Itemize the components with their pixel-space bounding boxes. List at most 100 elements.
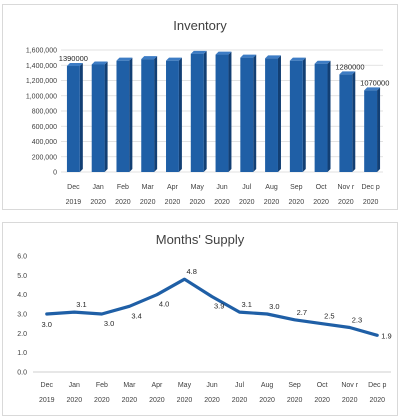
bar (265, 58, 278, 173)
x-tick-year-label: 2020 (177, 397, 193, 404)
bar-top (314, 60, 331, 64)
line-data-label: 4.8 (186, 267, 196, 276)
x-tick-year-label: 2020 (313, 199, 329, 206)
y-tick-label: 1,600,000 (26, 48, 57, 55)
data-point (128, 305, 131, 308)
data-point (320, 322, 324, 325)
bar-data-label: 1280000 (335, 62, 364, 71)
x-tick-year-label: 2020 (232, 397, 248, 404)
bar-side (178, 57, 182, 172)
x-tick-year-label: 2020 (90, 199, 106, 206)
bar-side (352, 71, 356, 172)
line-data-label: 3.1 (242, 300, 252, 309)
x-tick-year-label: 2020 (122, 397, 138, 404)
x-tick-label: Jul (235, 382, 244, 389)
bar (141, 59, 155, 172)
inventory-bar-chart: 0 200,000 400,000 600,000 800,000 1,000,000 1,… (26, 48, 390, 207)
line-data-label: 3.4 (131, 311, 141, 320)
y-tick-label: 1,400,000 (26, 63, 57, 70)
x-tick-year-label: 2020 (289, 199, 305, 206)
x-tick-label: Oct (316, 184, 327, 191)
y-tick-label: 1,200,000 (26, 78, 57, 85)
x-tick-label: Jan (93, 184, 104, 191)
data-point (238, 310, 241, 314)
x-tick-label: Jun (206, 382, 217, 389)
bar (339, 74, 353, 172)
bar (190, 53, 204, 172)
x-tick-label: Jan (69, 382, 80, 389)
data-point (265, 312, 269, 316)
bar-side (302, 57, 306, 172)
x-tick-year-label: 2020 (314, 397, 330, 404)
bar (240, 57, 254, 172)
x-tick-year-label: 2019 (66, 199, 82, 206)
months-supply-chart-title: Months' Supply (155, 232, 245, 247)
line-data-label: 3.0 (269, 302, 279, 311)
bar-side (327, 60, 331, 172)
x-tick-label: Mar (142, 184, 155, 191)
x-tick-year-label: 2020 (338, 199, 354, 206)
line-data-label: 3.0 (104, 319, 114, 328)
x-tick-label: Nov r (341, 382, 358, 389)
x-tick-year-label: 2020 (214, 199, 230, 206)
bar-top (116, 57, 133, 61)
x-tick-year-label: 2020 (287, 397, 303, 404)
x-tick-label: May (191, 184, 205, 191)
bar (91, 64, 105, 172)
data-point (45, 312, 48, 316)
line-data-label: 3.9 (214, 302, 224, 311)
line-data-label: 2.7 (297, 308, 307, 317)
x-tick-label: Dec p (361, 184, 379, 191)
bar-top (364, 87, 381, 91)
y-tick-label: 0.0 (17, 370, 27, 377)
x-tick-year-label: 2020 (264, 199, 280, 206)
x-tick-year-label: 2019 (39, 397, 55, 404)
bar-side (203, 50, 207, 172)
x-tick-year-label: 2020 (149, 397, 165, 404)
x-tick-label: May (178, 382, 192, 389)
x-tick-year-label: 2020 (369, 397, 385, 404)
x-tick-year-label: 2020 (115, 199, 131, 206)
data-point (293, 318, 296, 321)
y-tick-label: 800,000 (32, 109, 57, 116)
bar-top (141, 56, 158, 60)
bar (166, 60, 179, 172)
bar-top (289, 57, 306, 61)
x-tick-label: Feb (96, 382, 108, 389)
y-tick-label: 2.0 (17, 331, 27, 338)
y-tick-label: 3.0 (17, 312, 27, 319)
x-tick-year-label: 2020 (259, 397, 275, 404)
y-tick-label: 0 (53, 170, 57, 177)
bar-top (265, 55, 281, 59)
x-tick-label: Dec (41, 382, 54, 389)
bar-top (190, 50, 207, 54)
x-tick-year-label: 2020 (140, 199, 156, 206)
x-tick-year-label: 2020 (67, 397, 83, 404)
bar-data-label: 1390000 (59, 54, 88, 63)
data-point (376, 334, 379, 337)
inventory-chart-panel: Inventory 0 200,000 400,000 600,000 800,000 1… (2, 4, 398, 210)
data-point (73, 310, 76, 314)
data-point (348, 326, 351, 329)
bar (215, 54, 229, 173)
x-tick-label: Feb (117, 184, 129, 191)
bar-side (154, 56, 158, 172)
months-supply-line-chart: 0.0 1.0 2.0 3.0 4.0 5.0 6.0 3.0 Dec 2019 3.1 Jan 202… (17, 254, 391, 405)
bar-top (339, 71, 356, 75)
x-tick-label: Jul (242, 184, 251, 191)
bar (289, 60, 303, 172)
x-tick-label: Jun (216, 184, 227, 191)
bar-data-label: 1070000 (360, 78, 389, 87)
line-data-label: 2.3 (352, 316, 362, 325)
x-tick-label: Mar (123, 382, 136, 389)
x-tick-year-label: 2020 (165, 199, 181, 206)
x-tick-year-label: 2020 (239, 199, 255, 206)
y-tick-label: 4.0 (17, 292, 27, 299)
y-tick-label: 200,000 (32, 154, 57, 161)
x-tick-label: Aug (261, 382, 274, 389)
y-tick-label: 400,000 (32, 139, 57, 146)
line-data-label: 2.5 (324, 312, 334, 321)
x-tick-label: Oct (317, 382, 328, 389)
x-tick-year-label: 2020 (363, 199, 379, 206)
bar-top (240, 54, 257, 58)
